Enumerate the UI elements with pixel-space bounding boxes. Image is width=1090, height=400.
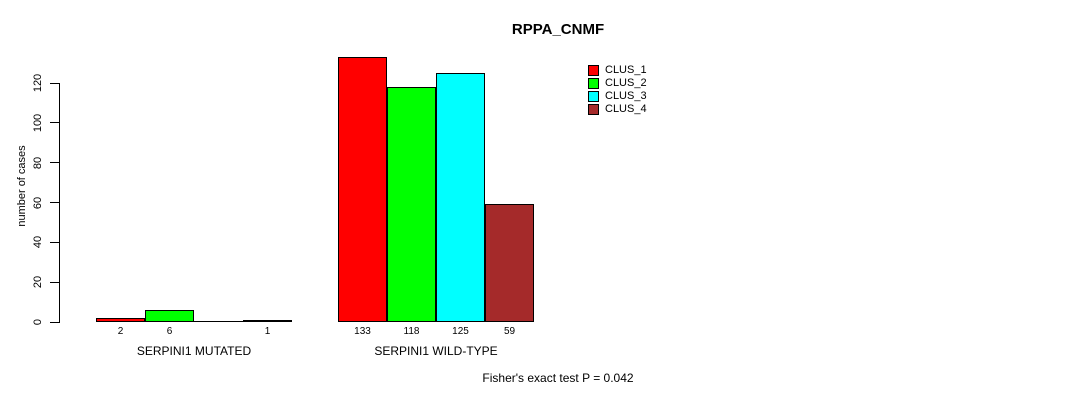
- bar-value-label: 2: [117, 326, 124, 337]
- bar-value-label: 118: [403, 326, 420, 337]
- bar-serpini1-wild-type-clus-3: [436, 73, 485, 322]
- y-axis-tick: [50, 202, 59, 203]
- y-axis-tick-label: 20: [32, 276, 44, 289]
- y-axis-line: [59, 83, 60, 323]
- legend-swatch-clus-3: [588, 91, 599, 102]
- y-axis-tick: [50, 162, 59, 164]
- y-axis-tick: [50, 281, 59, 283]
- x-category-label-mutated: SERPINI1 MUTATED: [136, 344, 252, 358]
- fishers-test-annotation: Fisher's exact test P = 0.042: [482, 371, 634, 385]
- legend-swatch-clus-4: [588, 104, 599, 115]
- y-axis-tick: [50, 241, 59, 243]
- chart-title: RPPA_CNMF: [511, 21, 605, 38]
- bar-value-label: 133: [354, 326, 371, 337]
- bar-serpini1-wild-type-clus-1: [338, 57, 387, 322]
- bar-serpini1-mutated-clus-3: [194, 321, 243, 322]
- bar-serpini1-mutated-clus-1: [96, 318, 145, 322]
- bar-serpini1-mutated-clus-2: [145, 310, 194, 322]
- bar-value-label: 6: [166, 326, 173, 337]
- legend-item-clus-3: CLUS_3: [588, 90, 647, 103]
- y-axis-title: number of cases: [16, 145, 28, 227]
- bar-value-label: 125: [452, 326, 469, 337]
- bar-serpini1-mutated-clus-4: [243, 320, 292, 322]
- y-axis-tick: [50, 122, 59, 124]
- y-axis-tick-label: 100: [32, 113, 44, 133]
- x-category-label-wild-type: SERPINI1 WILD-TYPE: [374, 344, 498, 358]
- y-axis-tick: [50, 321, 59, 323]
- bar-serpini1-wild-type-clus-4: [485, 204, 534, 322]
- bar-value-label: 59: [503, 326, 516, 337]
- legend-item-clus-4: CLUS_4: [588, 103, 647, 116]
- legend-swatch-clus-2: [588, 78, 599, 89]
- y-axis-tick-label: 80: [32, 156, 44, 169]
- bar-value-label: 1: [264, 326, 271, 337]
- legend-item-clus-2: CLUS_2: [588, 77, 647, 90]
- legend-item-clus-1: CLUS_1: [588, 64, 647, 77]
- legend-label: CLUS_2: [605, 77, 647, 89]
- legend-label: CLUS_4: [605, 103, 647, 115]
- legend: CLUS_1 CLUS_2 CLUS_3 CLUS_4: [588, 64, 647, 116]
- legend-swatch-clus-1: [588, 65, 599, 76]
- y-axis-tick-label: 0: [32, 318, 44, 326]
- legend-label: CLUS_1: [605, 64, 647, 76]
- y-axis-tick: [50, 82, 59, 84]
- y-axis-tick-label: 120: [32, 73, 44, 93]
- bar-serpini1-wild-type-clus-2: [387, 87, 436, 322]
- legend-label: CLUS_3: [605, 90, 647, 102]
- y-axis-tick-label: 40: [32, 236, 44, 249]
- y-axis-tick-label: 60: [32, 196, 44, 209]
